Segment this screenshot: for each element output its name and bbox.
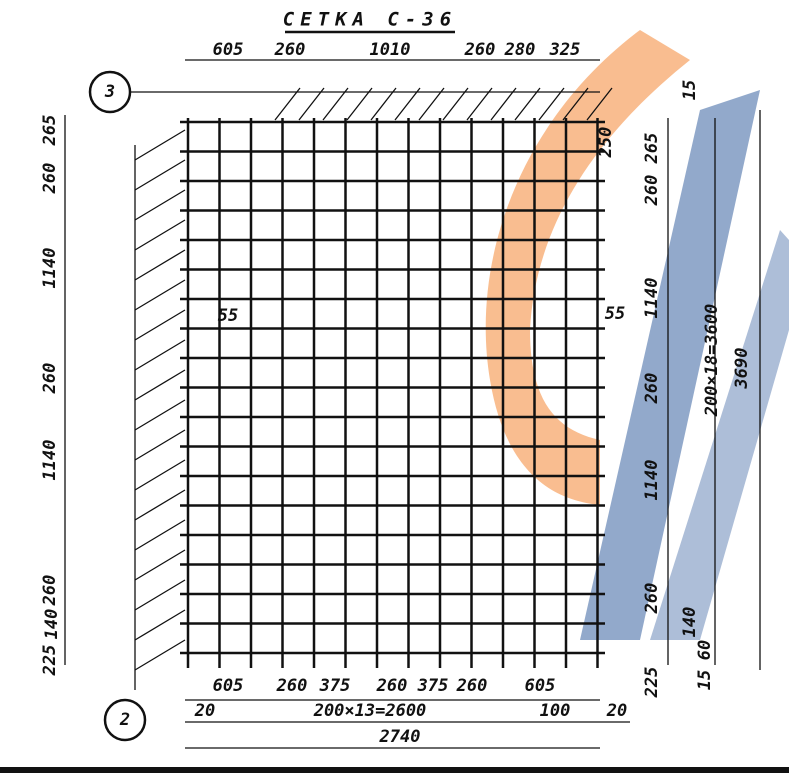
dimension-label: 1140 — [642, 460, 662, 501]
dimension-label: 260 — [40, 163, 60, 195]
dimension-label: 375 — [319, 676, 351, 696]
axis-circle — [103, 698, 147, 742]
dimension-label: 2740 — [379, 727, 421, 747]
hatch-line — [134, 129, 186, 161]
dimension-label: 140 — [680, 607, 700, 638]
dimension-label: 15 — [695, 670, 715, 690]
dimension-label: 3 — [104, 82, 115, 102]
dimension-label: 200×18=3600 — [702, 304, 722, 418]
hatch-line — [134, 639, 186, 671]
dimension-label: 260 — [456, 676, 488, 696]
dimension-label: 605 — [213, 40, 244, 60]
dimension-label: 280 — [504, 40, 536, 60]
hatch-line — [466, 87, 493, 121]
hatch-line — [134, 249, 186, 281]
hatch-line — [394, 87, 421, 121]
hatch-line — [298, 87, 325, 121]
dimension-label: 55 — [218, 306, 238, 326]
hatch-line — [370, 87, 397, 121]
dimension-label: 260 — [642, 373, 662, 405]
hatch-line — [134, 219, 186, 251]
dimension-label: 605 — [213, 676, 244, 696]
dimension-label: 100 — [540, 701, 571, 721]
hatch — [134, 87, 613, 690]
hatch-line — [442, 87, 469, 121]
hatch-line — [134, 549, 186, 581]
dimension-label: 260 — [40, 575, 60, 607]
dimension-label: 260 — [464, 40, 496, 60]
hatch-line — [514, 87, 541, 121]
dimension-label: 265 — [40, 115, 60, 147]
dimension-label: 375 — [417, 676, 449, 696]
hatch-line — [134, 339, 186, 371]
hatch-line — [134, 489, 186, 521]
hatch-line — [418, 87, 445, 121]
dimension-label: 260 — [274, 40, 306, 60]
dimension-label: 20 — [606, 701, 627, 721]
dimension-label: 60 — [695, 640, 715, 660]
dimension-label: 140 — [42, 609, 62, 640]
dimension-label: 1010 — [370, 40, 411, 60]
hatch-line — [134, 279, 186, 311]
dimension-label: 2 — [119, 710, 130, 730]
dimension-label: 260 — [376, 676, 408, 696]
hatch-line — [538, 87, 565, 121]
hatch-line — [134, 609, 186, 641]
dimension-label: 260 — [642, 583, 662, 615]
mesh-grid — [180, 118, 605, 668]
hatch-line — [134, 369, 186, 401]
dimension-label: 260 — [642, 175, 662, 207]
hatch-line — [346, 87, 373, 121]
dimension-label: 15 — [680, 80, 700, 100]
dimension-label: 1140 — [642, 278, 662, 319]
hatch-line — [134, 159, 186, 191]
dimension-label: 260 — [276, 676, 308, 696]
dimension-label: 325 — [549, 40, 581, 60]
dimension-label: 55 — [605, 304, 625, 324]
hatch-line — [134, 429, 186, 461]
hatch-line — [134, 459, 186, 491]
hatch-line — [134, 309, 186, 341]
hatch-line — [562, 87, 589, 121]
dimension-label: 1140 — [40, 440, 60, 481]
dimension-label: 260 — [40, 363, 60, 395]
dimension-label: 250 — [596, 127, 616, 159]
dimension-label: 225 — [40, 645, 60, 677]
dimension-label: 200×13=2600 — [313, 701, 427, 721]
hatch-line — [134, 189, 186, 221]
dimension-label: 605 — [525, 676, 556, 696]
hatch-line — [490, 87, 517, 121]
hatch-line — [134, 519, 186, 551]
dimension-label: 225 — [642, 667, 662, 699]
hatch-line — [586, 87, 613, 121]
hatch-line — [274, 87, 301, 121]
dimension-label: 1140 — [40, 248, 60, 289]
hatch-line — [322, 87, 349, 121]
hatch-line — [134, 579, 186, 611]
title: СЕТКА С-36 — [283, 9, 457, 31]
dimension-label: 3690 — [732, 348, 752, 390]
dimension-label: 265 — [642, 133, 662, 165]
hatch-line — [134, 399, 186, 431]
dimension-label: 20 — [194, 701, 215, 721]
